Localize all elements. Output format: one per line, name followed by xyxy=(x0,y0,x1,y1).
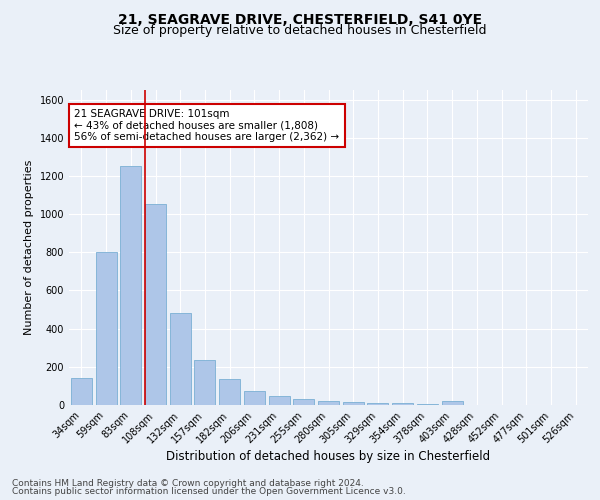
Text: Size of property relative to detached houses in Chesterfield: Size of property relative to detached ho… xyxy=(113,24,487,37)
Bar xyxy=(145,204,166,405)
Bar xyxy=(170,314,191,405)
Text: Contains HM Land Registry data © Crown copyright and database right 2024.: Contains HM Land Registry data © Crown c… xyxy=(12,478,364,488)
Bar xyxy=(269,396,290,405)
Bar xyxy=(392,404,413,405)
X-axis label: Distribution of detached houses by size in Chesterfield: Distribution of detached houses by size … xyxy=(166,450,491,464)
Bar xyxy=(244,390,265,405)
Bar xyxy=(293,400,314,405)
Text: 21, SEAGRAVE DRIVE, CHESTERFIELD, S41 0YE: 21, SEAGRAVE DRIVE, CHESTERFIELD, S41 0Y… xyxy=(118,12,482,26)
Bar xyxy=(367,403,388,405)
Text: Contains public sector information licensed under the Open Government Licence v3: Contains public sector information licen… xyxy=(12,487,406,496)
Bar xyxy=(318,401,339,405)
Bar xyxy=(417,404,438,405)
Bar xyxy=(219,379,240,405)
Text: 21 SEAGRAVE DRIVE: 101sqm
← 43% of detached houses are smaller (1,808)
56% of se: 21 SEAGRAVE DRIVE: 101sqm ← 43% of detac… xyxy=(74,109,340,142)
Bar xyxy=(442,401,463,405)
Bar xyxy=(120,166,141,405)
Bar xyxy=(194,360,215,405)
Bar xyxy=(343,402,364,405)
Y-axis label: Number of detached properties: Number of detached properties xyxy=(24,160,34,335)
Bar xyxy=(95,252,116,405)
Bar xyxy=(71,378,92,405)
